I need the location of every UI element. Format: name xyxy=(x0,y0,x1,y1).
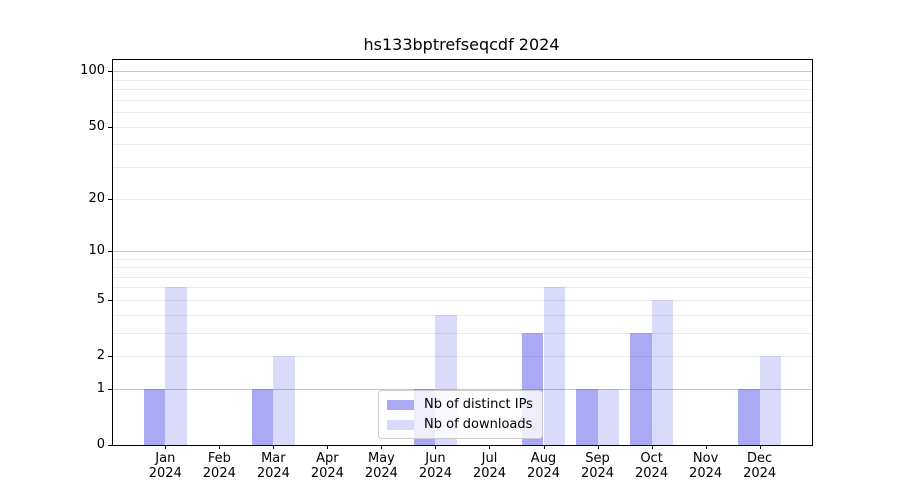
minor-gridline xyxy=(113,126,812,128)
y-tick-label: 5 xyxy=(96,291,105,307)
x-tick-label: Jan 2024 xyxy=(148,451,182,481)
y-tick xyxy=(108,198,112,200)
minor-gridline xyxy=(113,112,812,114)
x-tick-label: Oct 2024 xyxy=(635,451,669,481)
minor-gridline xyxy=(113,287,812,289)
x-tick xyxy=(759,445,761,449)
x-tick xyxy=(219,445,221,449)
legend: Nb of distinct IPs Nb of downloads xyxy=(378,390,543,439)
plot-area: 0 1 2 5 10 20 50 100 Jan 2024 Feb 2024 Mar 2024 Apr 202… xyxy=(80,59,813,481)
x-tick xyxy=(327,445,329,449)
y-tick xyxy=(108,445,112,446)
chart-title: hs133bptrefseqcdf 2024 xyxy=(363,35,560,54)
minor-gridline xyxy=(113,276,812,278)
major-gridline xyxy=(113,250,812,252)
legend-swatch-downloads xyxy=(387,419,414,430)
x-tick-label: Sep 2024 xyxy=(580,451,615,481)
minor-gridline xyxy=(113,144,812,146)
x-tick xyxy=(597,445,599,449)
x-tick-label: Aug 2024 xyxy=(526,451,561,481)
x-tick xyxy=(651,445,653,449)
minor-gridline xyxy=(113,314,812,316)
minor-gridline xyxy=(113,356,812,358)
x-tick-label: May 2024 xyxy=(364,451,398,481)
x-tick xyxy=(543,445,545,449)
x-tick-label: Dec 2024 xyxy=(743,451,777,481)
y-tick-label: 1 xyxy=(96,380,105,396)
y-tick-label: 2 xyxy=(96,348,105,364)
x-tick-label: Feb 2024 xyxy=(202,451,236,481)
y-tick-label: 100 xyxy=(80,63,105,79)
x-tick xyxy=(165,445,167,449)
minor-gridline xyxy=(113,198,812,200)
x-tick-label: Jun 2024 xyxy=(418,451,452,481)
minor-gridline xyxy=(113,332,812,334)
bar-downloads-oct xyxy=(651,299,674,445)
y-tick xyxy=(108,299,112,301)
y-tick xyxy=(108,356,112,358)
x-tick-label: Jul 2024 xyxy=(472,451,507,481)
legend-label-downloads: Nb of downloads xyxy=(424,417,533,432)
bar-distinct-ips-sep xyxy=(575,388,598,445)
legend-label-distinct-ips: Nb of distinct IPs xyxy=(424,397,533,412)
x-tick xyxy=(273,445,275,449)
legend-item-distinct-ips: Nb of distinct IPs xyxy=(387,397,533,412)
x-tick-label: Mar 2024 xyxy=(256,451,290,481)
y-tick-label: 10 xyxy=(88,242,105,258)
bar-downloads-mar xyxy=(273,356,296,445)
bar-distinct-ips-dec xyxy=(737,388,760,445)
y-tick-label: 20 xyxy=(88,190,105,206)
minor-gridline xyxy=(113,258,812,260)
minor-gridline xyxy=(113,167,812,168)
legend-item-downloads: Nb of downloads xyxy=(387,417,533,432)
minor-gridline xyxy=(113,89,812,91)
bar-downloads-aug xyxy=(543,287,566,445)
minor-gridline xyxy=(113,79,812,81)
minor-gridline xyxy=(113,299,812,301)
bar-distinct-ips-oct xyxy=(629,332,652,445)
y-tick xyxy=(108,126,112,128)
minor-gridline xyxy=(113,99,812,101)
x-tick-label: Apr 2024 xyxy=(310,451,344,481)
bar-downloads-sep xyxy=(597,388,620,445)
x-tick-label: Nov 2024 xyxy=(689,451,723,481)
y-tick xyxy=(108,250,112,252)
x-tick xyxy=(489,445,491,449)
legend-swatch-distinct-ips xyxy=(387,399,414,410)
major-gridline xyxy=(113,388,812,390)
major-gridline xyxy=(113,71,812,73)
bar-downloads-jan xyxy=(165,287,187,445)
y-tick-label: 0 xyxy=(96,437,105,452)
bar-distinct-ips-mar xyxy=(251,388,274,445)
y-tick xyxy=(108,388,112,390)
bar-downloads-dec xyxy=(759,356,782,445)
y-tick-label: 50 xyxy=(88,118,105,134)
x-tick xyxy=(705,445,707,449)
x-tick xyxy=(435,445,437,449)
x-tick xyxy=(381,445,383,449)
y-tick xyxy=(108,71,112,73)
bar-distinct-ips-jan xyxy=(143,388,166,445)
minor-gridline xyxy=(113,267,812,269)
